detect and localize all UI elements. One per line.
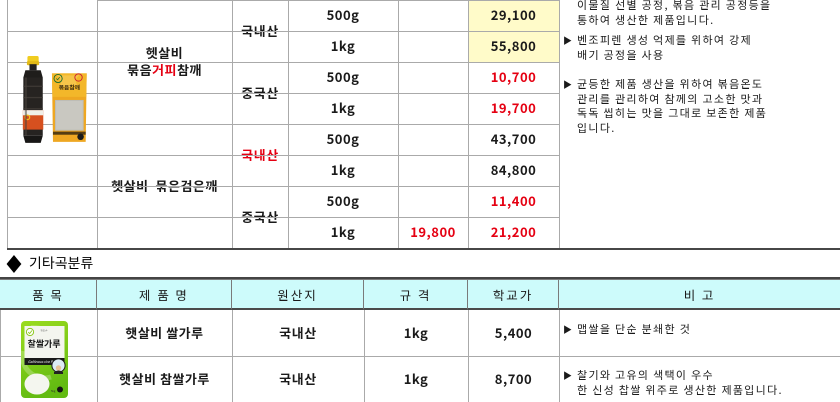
svg-text:볶음참깨: 볶음참깨 — [59, 83, 80, 92]
svg-text:찰쌀가루: 찰쌀가루 — [27, 337, 60, 350]
svg-text:5kg: 5kg — [51, 389, 56, 393]
svg-text:정통순: 정통순 — [40, 329, 48, 333]
